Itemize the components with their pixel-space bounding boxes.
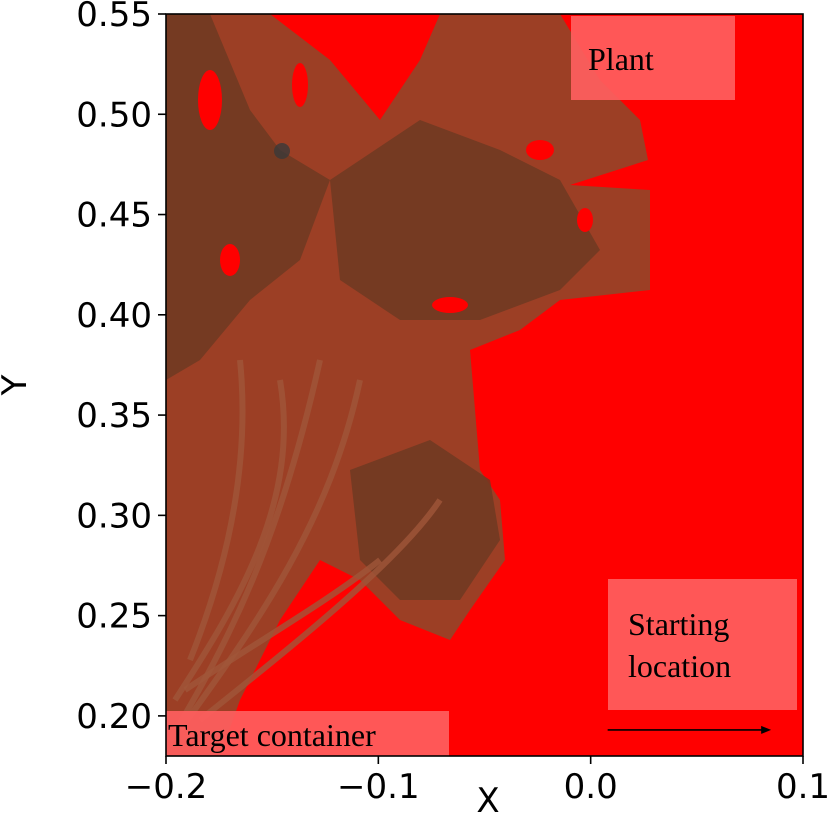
plant-leaf-center — [330, 120, 600, 320]
plant-image — [166, 14, 650, 756]
leaf-gap-6 — [526, 140, 554, 160]
plot-area — [166, 14, 803, 756]
leaf-gap-3 — [577, 208, 593, 232]
y-tick-label: 0.50 — [76, 95, 152, 135]
target-container-label-text: Target container — [168, 717, 376, 753]
starting-location-label-box — [608, 579, 797, 710]
leaf-gap-5 — [220, 244, 240, 276]
plant-stem-6 — [187, 359, 246, 662]
plant-label-text: Plant — [588, 41, 654, 77]
y-tick-label: 0.40 — [76, 296, 152, 336]
arrow-head — [761, 725, 772, 734]
plant-stem-4 — [198, 498, 443, 723]
y-axis: 0.20 0.25 0.30 0.35 0.40 0.45 0.50 0.55 — [76, 0, 166, 737]
y-tick-label: 0.45 — [76, 196, 152, 236]
plant-stem-2 — [177, 379, 363, 732]
plant-stem-3 — [172, 379, 287, 702]
y-tick-label: 0.35 — [76, 396, 152, 436]
y-tick-label: 0.55 — [76, 0, 152, 35]
y-axis-label: Y — [0, 374, 35, 396]
plant-marker — [274, 143, 290, 159]
y-tick-label: 0.20 — [76, 697, 152, 737]
plant-label-box — [571, 16, 735, 100]
y-tick-label: 0.25 — [76, 597, 152, 637]
plant-stem-5 — [183, 557, 382, 693]
annotation-boxes: Plant Starting location Target container — [166, 16, 797, 756]
starting-location-label-line-2: location — [628, 648, 731, 684]
target-container-label-box — [166, 711, 449, 756]
y-tick-label: 0.30 — [76, 496, 152, 536]
plant-stem-1 — [167, 359, 323, 742]
leaf-gap-4 — [432, 297, 468, 313]
x-axis: −0.2 −0.1 0.0 0.1 — [125, 756, 830, 807]
axes-frame — [165, 13, 804, 757]
x-tick-label: 0.1 — [776, 767, 830, 807]
x-tick-label: 0.0 — [564, 767, 618, 807]
leaf-gap-2 — [292, 63, 308, 107]
x-tick-label: −0.1 — [337, 767, 420, 807]
axes-border — [165, 13, 804, 757]
x-axis-label: X — [476, 781, 499, 817]
x-tick-label: −0.2 — [125, 767, 208, 807]
leaf-gap-1 — [198, 70, 222, 130]
starting-location-label-line-1: Starting — [628, 606, 729, 642]
